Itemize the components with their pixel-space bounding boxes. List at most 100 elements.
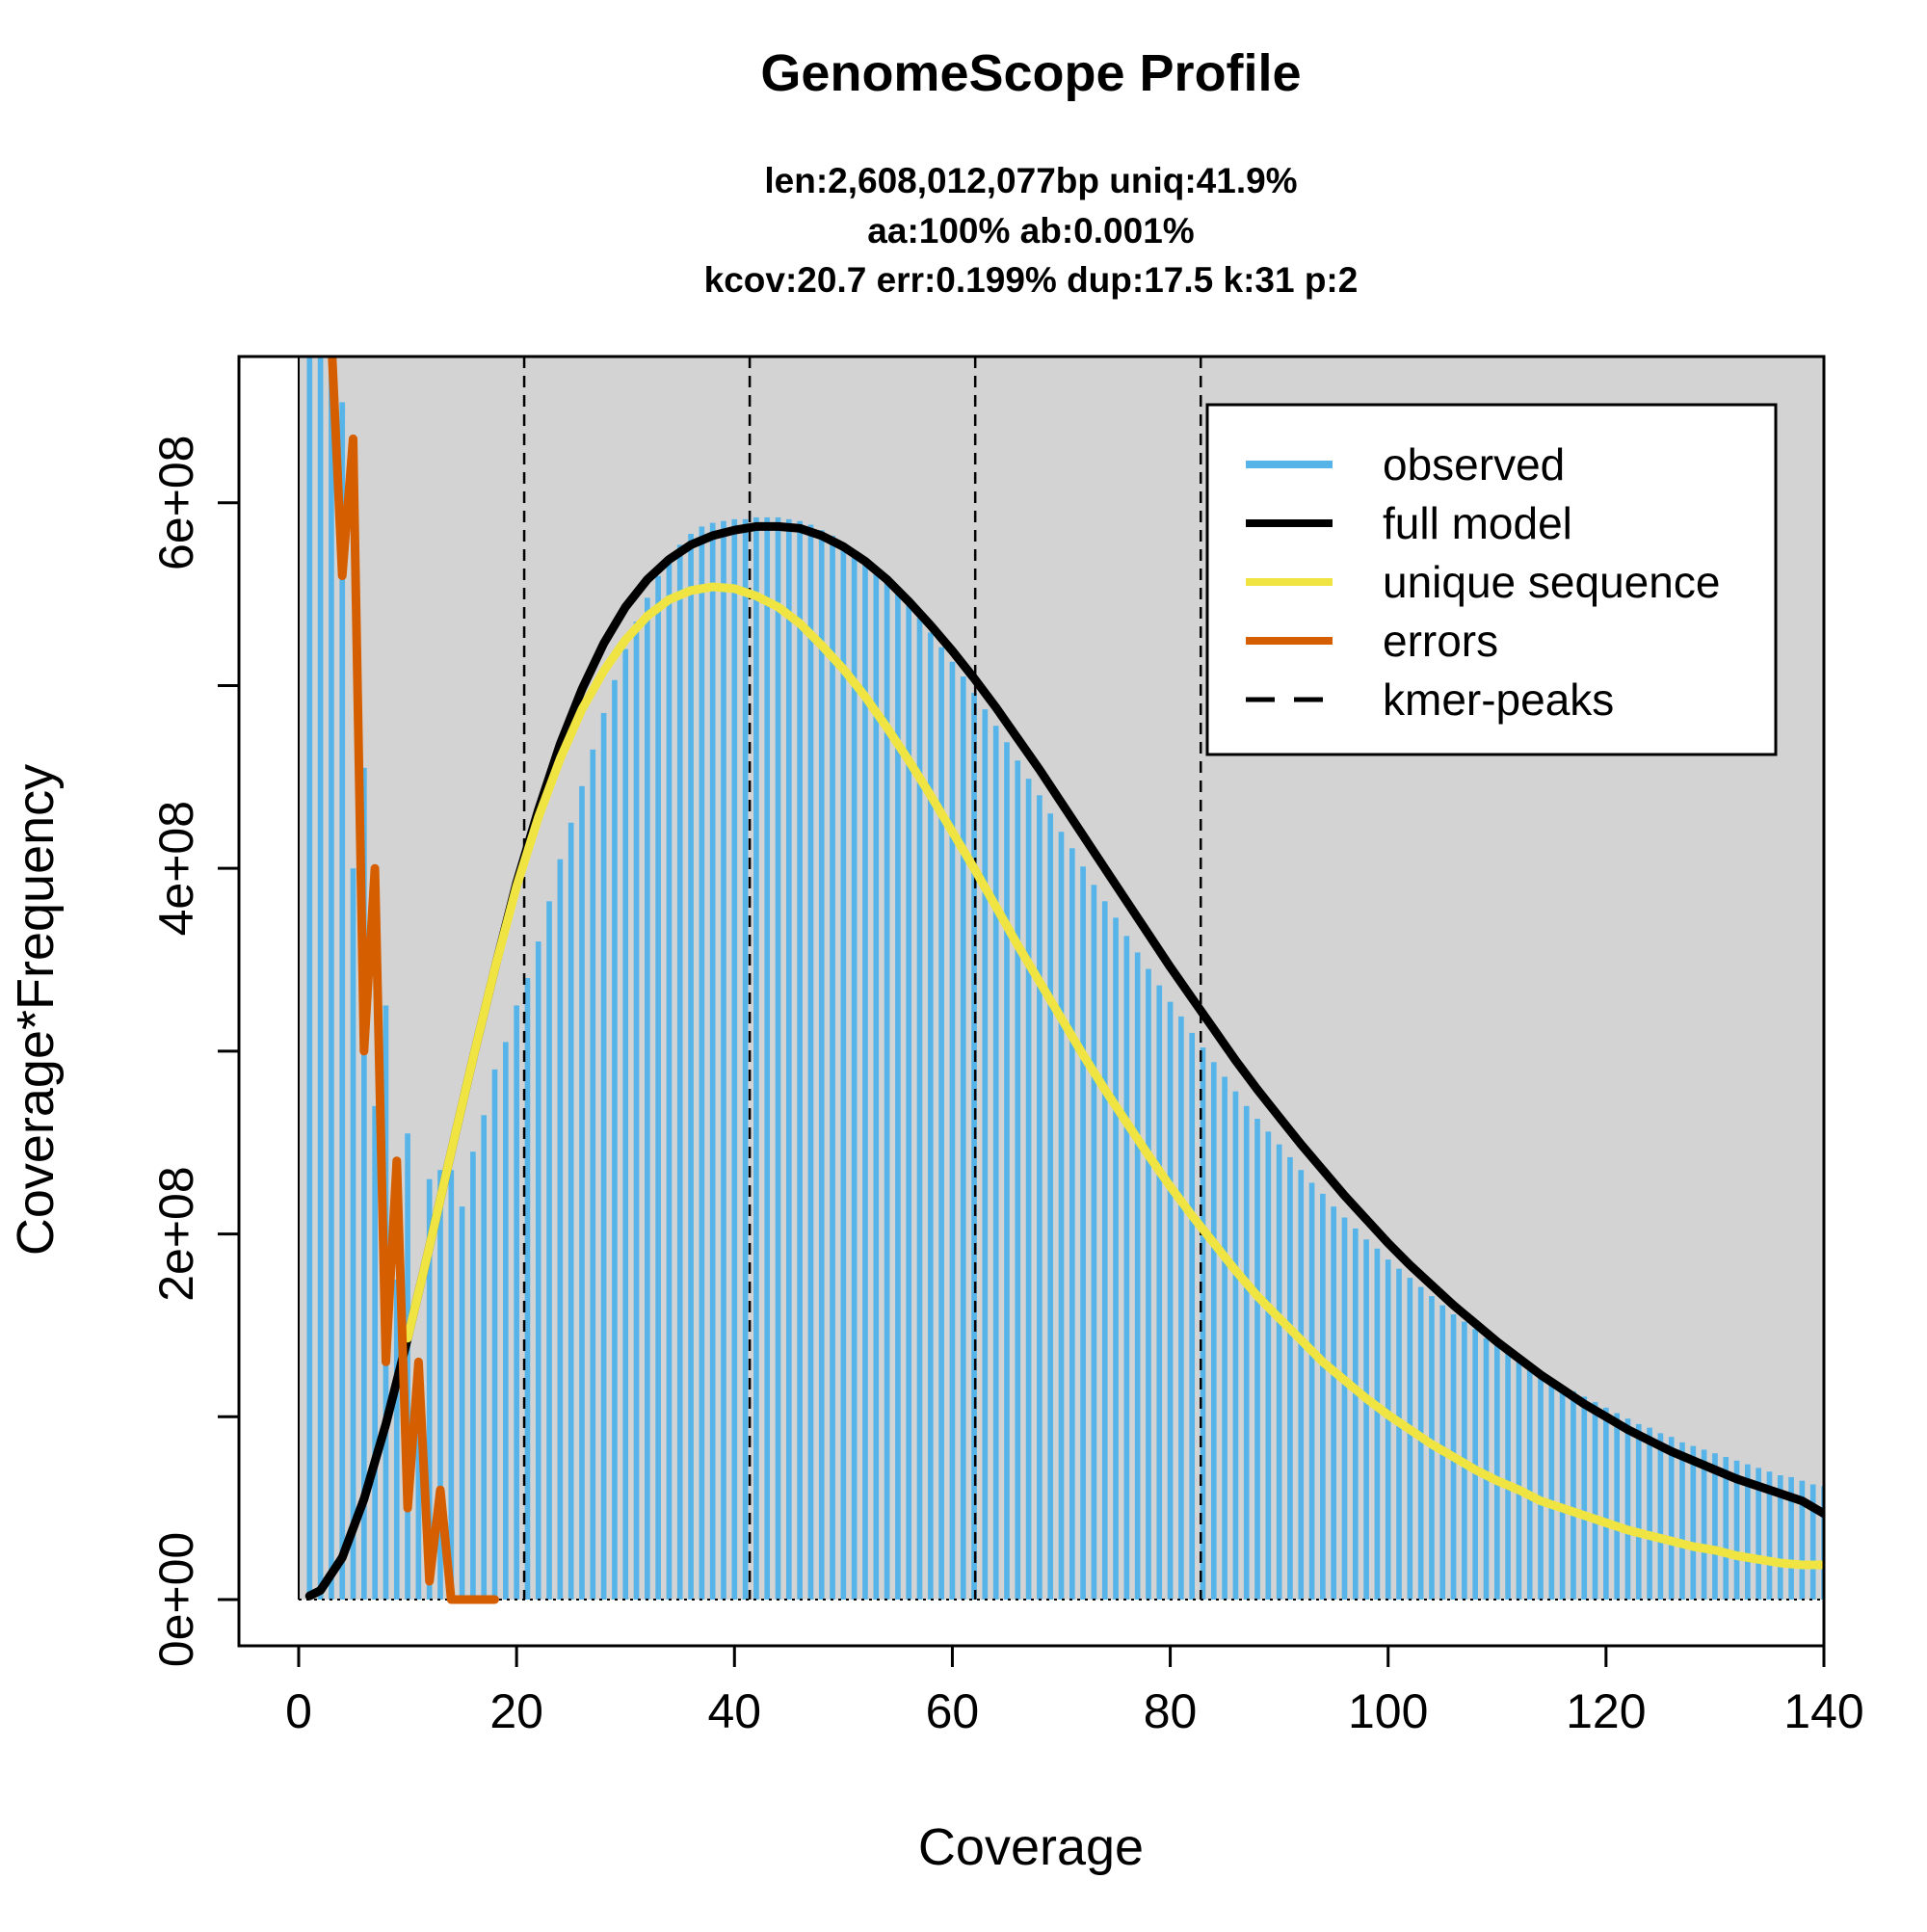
observed-bar [361, 767, 367, 1600]
observed-bar [339, 402, 346, 1600]
observed-bar [1091, 885, 1097, 1600]
observed-bar [709, 522, 716, 1600]
observed-bar [459, 1206, 465, 1600]
observed-bar [1341, 1217, 1348, 1600]
observed-bar [1254, 1119, 1260, 1600]
x-tick-label: 140 [1783, 1684, 1863, 1738]
observed-bar [873, 569, 880, 1600]
observed-bar [1548, 1380, 1555, 1600]
observed-bar [1592, 1402, 1598, 1600]
observed-bar [1308, 1182, 1315, 1600]
observed-bar [895, 592, 901, 1600]
y-tick-label: 4e+08 [149, 801, 203, 936]
observed-bar [1788, 1476, 1794, 1600]
observed-bar [470, 1151, 476, 1600]
observed-bar [1526, 1365, 1533, 1600]
observed-bar [1374, 1248, 1381, 1600]
x-tick-label: 0 [285, 1684, 312, 1738]
legend-label: full model [1383, 498, 1572, 548]
observed-bar [1690, 1445, 1697, 1600]
observed-bar [753, 516, 759, 1600]
observed-bar [1101, 901, 1108, 1600]
chart-subtitle-line-1: len:2,608,012,077bp uniq:41.9% [764, 161, 1297, 200]
observed-bar [1755, 1468, 1761, 1600]
x-tick-label: 80 [1144, 1684, 1198, 1738]
observed-bar [1657, 1433, 1664, 1600]
observed-bar [600, 712, 607, 1600]
observed-bar [535, 941, 541, 1600]
plot-area [298, 357, 1824, 1604]
observed-bar [1222, 1076, 1227, 1600]
observed-bar [329, 357, 334, 1600]
observed-bar [1189, 1032, 1196, 1600]
x-tick-label: 20 [489, 1684, 543, 1738]
observed-bar [927, 632, 934, 1600]
observed-bar [1276, 1144, 1282, 1600]
observed-bar [1037, 795, 1043, 1600]
chart-title: GenomeScope Profile [760, 44, 1301, 102]
observed-bar [1320, 1193, 1326, 1600]
observed-bar [1134, 952, 1141, 1600]
observed-bar [1516, 1360, 1522, 1600]
observed-bar [448, 1170, 455, 1600]
observed-bar [1483, 1337, 1490, 1600]
observed-bar [590, 749, 596, 1600]
observed-bar [317, 357, 324, 1600]
observed-bar [1505, 1352, 1511, 1600]
observed-bar [1668, 1437, 1675, 1600]
observed-bar [514, 1005, 519, 1600]
observed-bar [797, 520, 803, 1600]
observed-bar [1777, 1475, 1783, 1600]
observed-bar [699, 526, 705, 1600]
plot-layer: 0 20 40 60 80 100 120 140 0e+00 2e+08 4e+08 6e+08 ob… [149, 355, 1864, 1738]
observed-bar [785, 518, 792, 1600]
observed-bar [982, 709, 989, 1600]
observed-bar [1004, 742, 1010, 1600]
observed-bar [1581, 1396, 1588, 1600]
observed-bar [1614, 1413, 1620, 1600]
observed-bar [1603, 1407, 1609, 1600]
observed-bar [1015, 760, 1021, 1600]
observed-bar [1363, 1239, 1369, 1600]
observed-bar [840, 543, 847, 1600]
unique-sequence-line [403, 582, 1824, 1570]
observed-bar [1624, 1418, 1631, 1600]
plot-frame [237, 355, 1826, 1648]
legend-label: unique sequence [1383, 557, 1720, 607]
y-tick-label: 6e+08 [149, 436, 203, 570]
observed-bar [306, 357, 313, 1600]
observed-bar [1123, 936, 1130, 1600]
observed-bar [503, 1042, 509, 1600]
observed-bar [830, 535, 835, 1600]
observed-bar [721, 520, 726, 1600]
observed-bar [1146, 968, 1151, 1600]
x-tick-label: 60 [926, 1684, 980, 1738]
y-axis-label: Coverage*Frequency [7, 764, 65, 1256]
observed-bar [568, 822, 574, 1600]
observed-bar [676, 544, 683, 1601]
observed-bar [405, 1133, 410, 1600]
observed-bar [666, 559, 673, 1601]
observed-bar [1352, 1228, 1359, 1600]
observed-bar [1287, 1156, 1293, 1600]
observed-bar [1025, 779, 1032, 1600]
legend-label: kmer-peaks [1383, 675, 1614, 725]
observed-bar [557, 859, 564, 1600]
observed-bar [415, 1362, 422, 1600]
observed-series [306, 357, 1824, 1601]
observed-bar [1712, 1453, 1718, 1600]
observed-bar [1679, 1442, 1685, 1600]
observed-bar [688, 534, 694, 1601]
observed-bar [579, 785, 585, 1600]
observed-bar [1417, 1286, 1424, 1600]
y-tick-label: 0e+00 [149, 1532, 203, 1667]
observed-bar [1472, 1329, 1478, 1600]
observed-bar [1058, 832, 1065, 1600]
observed-bar [851, 550, 858, 1600]
errors-line [328, 357, 499, 1604]
observed-bar [775, 516, 781, 1600]
observed-bar [1701, 1449, 1707, 1600]
observed-bar [1559, 1386, 1566, 1600]
